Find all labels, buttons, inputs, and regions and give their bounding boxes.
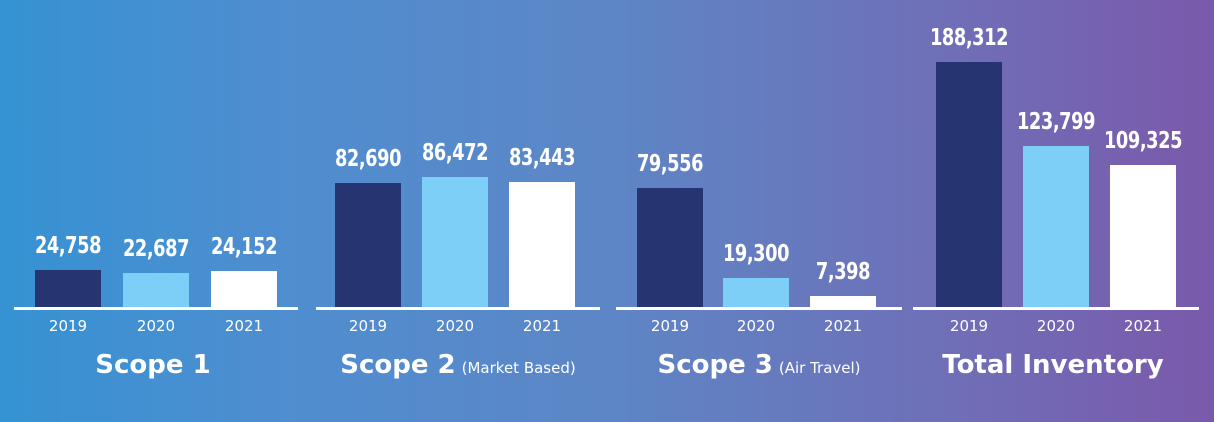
scope-3-value-label-2020: 19,300 (722, 241, 790, 267)
scope-3-tick-2021: 2021 (823, 317, 863, 335)
panel-title-text: Scope 1 (95, 350, 211, 380)
panel-title-total-inventory: Total Inventory (913, 350, 1199, 380)
scope-2-tick-2019: 2019 (348, 317, 388, 335)
panel-title-text: Scope 3 (657, 350, 773, 380)
scope-1-baseline (14, 307, 298, 310)
panel-title-text: Total Inventory (942, 350, 1164, 380)
panel-title-scope-1: Scope 1 (14, 350, 298, 380)
total-inventory-tick-2019: 2019 (949, 317, 989, 335)
scope-1-value-label-2021: 24,152 (210, 234, 278, 260)
scope-1-value-label-2019: 24,758 (34, 233, 102, 259)
scope-3-value-label-2021: 7,398 (815, 259, 871, 285)
total-inventory-value-label-2019: 188,312 (929, 25, 1009, 51)
scope-2-tick-2021: 2021 (522, 317, 562, 335)
scope-1-bar-2020 (123, 273, 189, 307)
scope-2-bar-2020 (422, 177, 488, 307)
scope-1-bar-2019 (35, 270, 101, 307)
scope-1-tick-2021: 2021 (224, 317, 264, 335)
scope-3-baseline (616, 307, 902, 310)
scope-2-value-label-2021: 83,443 (508, 145, 576, 171)
total-inventory-baseline (913, 307, 1199, 310)
scope-2-value-label-2020: 86,472 (421, 140, 489, 166)
scope-3-tick-2020: 2020 (736, 317, 776, 335)
scope-3-value-label-2019: 79,556 (636, 151, 704, 177)
scope-2-tick-2020: 2020 (435, 317, 475, 335)
total-inventory-bar-2021 (1110, 165, 1176, 307)
scope-3-bar-2019 (637, 188, 703, 307)
total-inventory-tick-2020: 2020 (1036, 317, 1076, 335)
scope-2-baseline (316, 307, 600, 310)
scope-1-bar-2021 (211, 271, 277, 307)
scope-1-tick-2020: 2020 (136, 317, 176, 335)
scope-3-tick-2019: 2019 (650, 317, 690, 335)
scope-2-bar-2021 (509, 182, 575, 307)
panel-title-scope-2: Scope 2 (Market Based) (316, 350, 600, 380)
scope-1-tick-2019: 2019 (48, 317, 88, 335)
scope-3-bar-2021 (810, 296, 876, 307)
total-inventory-tick-2021: 2021 (1123, 317, 1163, 335)
total-inventory-value-label-2021: 109,325 (1103, 128, 1183, 154)
total-inventory-value-label-2020: 123,799 (1016, 109, 1096, 135)
scope-2-bar-2019 (335, 183, 401, 307)
scope-3-bar-2020 (723, 278, 789, 307)
panel-subtitle-text: (Market Based) (461, 359, 576, 377)
total-inventory-bar-2020 (1023, 146, 1089, 307)
panel-title-text: Scope 2 (340, 350, 456, 380)
total-inventory-bar-2019 (936, 62, 1002, 307)
panel-subtitle-text: (Air Travel) (778, 359, 861, 377)
scope-1-value-label-2020: 22,687 (122, 236, 190, 262)
panel-title-scope-3: Scope 3 (Air Travel) (616, 350, 902, 380)
scope-2-value-label-2019: 82,690 (334, 146, 402, 172)
